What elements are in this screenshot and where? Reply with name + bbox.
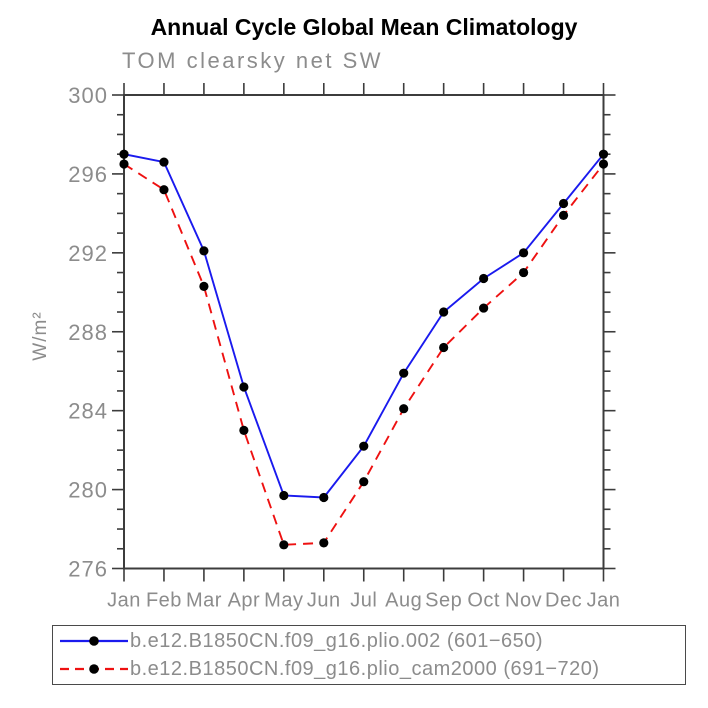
data-point-marker (518, 248, 529, 258)
data-point-marker (239, 425, 249, 435)
x-axis-tick-label: Mar (186, 590, 222, 612)
data-point-marker (199, 281, 209, 291)
data-point-marker (399, 368, 409, 378)
chart-subtitle: TOM clearsky net SW (122, 48, 384, 73)
x-axis-tick-label: Jul (350, 590, 377, 612)
data-point-marker (279, 540, 289, 550)
data-point-marker (199, 246, 209, 256)
data-point-marker (159, 185, 169, 195)
data-point-marker (119, 149, 129, 159)
data-point-marker (119, 159, 129, 169)
data-point-marker (239, 382, 249, 392)
x-axis-tick-label: Apr (228, 590, 261, 612)
x-axis-tick-label: Feb (146, 590, 182, 612)
data-point-marker (359, 477, 369, 487)
y-axis-tick-label: 284 (68, 399, 108, 424)
y-axis-tick-label: 296 (68, 162, 108, 187)
data-point-marker (359, 441, 369, 451)
data-point-marker (319, 492, 329, 503)
x-axis-tick-label: Jan (107, 590, 141, 612)
legend-label-series-1: b.e12.B1850CN.f09_g16.plio.002 (601−650) (130, 629, 544, 652)
y-axis-tick-label: 288 (68, 320, 108, 345)
data-point-marker (558, 210, 569, 220)
legend-item-solid: b.e12.B1850CN.f09_g16.plio.002 (601−650) (58, 628, 685, 654)
data-point-marker (439, 342, 449, 353)
legend-line-sample-dashed-icon (60, 664, 128, 674)
x-axis-tick-label: May (264, 590, 303, 612)
x-axis-tick-label: Jun (307, 590, 341, 612)
data-point-marker (558, 198, 569, 209)
data-point-marker (439, 307, 449, 317)
data-point-marker (319, 538, 329, 548)
legend-label-series-2: b.e12.B1850CN.f09_g16.plio_cam2000 (691−… (130, 657, 600, 680)
y-axis-tick-label: 300 (68, 83, 108, 108)
y-axis-tick-label: 276 (68, 557, 108, 582)
data-point-marker (598, 159, 609, 169)
legend-line-sample-solid-icon (60, 636, 128, 646)
legend: b.e12.B1850CN.f09_g16.plio.002 (601−650)… (52, 625, 686, 685)
y-axis-tick-label: 292 (68, 241, 108, 266)
plot-frame (123, 94, 605, 570)
legend-item-dashed: b.e12.B1850CN.f09_g16.plio_cam2000 (691−… (58, 656, 685, 682)
data-point-marker (159, 157, 169, 167)
data-point-marker (279, 490, 289, 501)
x-axis-tick-label: Oct (467, 590, 500, 612)
series-line-1 (123, 163, 605, 546)
y-axis-title: W/m² (30, 311, 51, 360)
data-point-marker (399, 404, 409, 414)
x-axis-tick-label: Dec (545, 590, 582, 612)
y-axis-tick-label: 280 (68, 478, 108, 503)
data-point-marker (518, 267, 529, 278)
chart-title: Annual Cycle Global Mean Climatology (150, 14, 578, 40)
data-point-marker (479, 273, 489, 284)
x-axis-tick-label: Aug (385, 590, 422, 612)
data-point-marker (598, 149, 609, 159)
x-axis-tick-label: Sep (425, 590, 462, 612)
x-axis-tick-label: Jan (587, 590, 621, 612)
data-point-marker (479, 303, 489, 313)
x-axis-tick-label: Nov (505, 590, 542, 612)
